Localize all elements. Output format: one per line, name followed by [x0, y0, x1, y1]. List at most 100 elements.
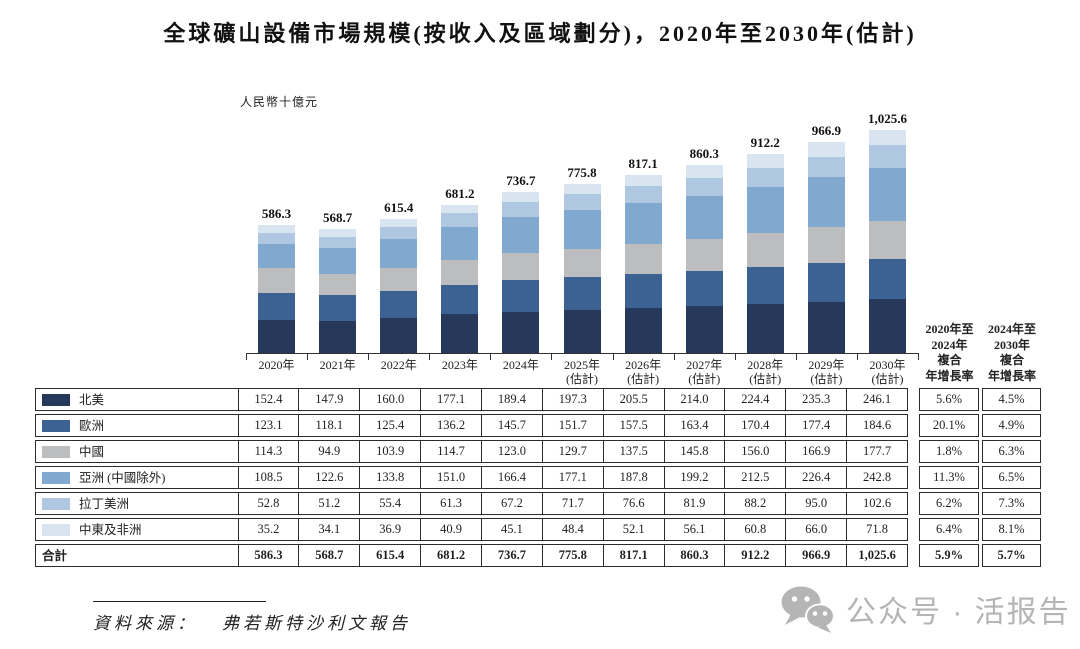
value-cell: 66.0 — [785, 519, 846, 540]
bar-segment-亞洲 (中國除外) — [685, 195, 723, 239]
table-row-歐洲: 歐洲 123.1 118.1 125.4 136.2 145.7 151.7 157.5 163… — [35, 414, 1041, 437]
cagr-header-2024-2030: 2024年至 2030年 複合 年增長率 — [981, 322, 1043, 384]
legend-cell: 歐洲 — [36, 415, 238, 436]
bar-group-2024年: 736.7 — [490, 98, 551, 353]
value-cell: 71.7 — [541, 493, 603, 514]
table-row-合計: 合計 586.3 568.7 615.4 681.2 736.7 775.8 817.1 860… — [35, 544, 1041, 567]
legend-label: 拉丁美洲 — [79, 496, 130, 511]
table-gap — [908, 518, 919, 541]
value-cell: 108.5 — [237, 467, 299, 488]
value-cell: 36.9 — [359, 519, 420, 540]
value-cell: 235.3 — [785, 389, 846, 410]
value-cell: 151.0 — [420, 467, 481, 488]
bar-stack — [319, 229, 357, 353]
bar-stack — [624, 174, 662, 353]
bar-segment-歐洲 — [868, 259, 906, 300]
table-gap — [908, 492, 919, 515]
value-cell: 224.4 — [724, 389, 785, 410]
bar-stack — [868, 129, 906, 353]
value-cell: 76.6 — [602, 493, 664, 514]
bar-stack — [441, 204, 479, 353]
bar-segment-中國 — [746, 233, 784, 268]
bar-segment-歐洲 — [258, 293, 296, 320]
value-cell: 133.8 — [359, 467, 420, 488]
source-name: 弗若斯特沙利文報告 — [222, 614, 411, 633]
value-cell: 114.3 — [237, 441, 299, 462]
bar-segment-北美 — [746, 304, 784, 353]
table-row-main: 中國 114.3 94.9 103.9 114.7 123.0 129.7 137.5 145.… — [35, 440, 908, 463]
bar-segment-中東及非洲 — [807, 142, 845, 157]
bar-segment-拉丁美洲 — [624, 186, 662, 204]
bar-segment-亞洲 (中國除外) — [868, 167, 906, 221]
table-row-亞洲 (中國除外): 亞洲 (中國除外) 108.5 122.6 133.8 151.0 166.4 177.1 1… — [35, 466, 1041, 489]
value-cell: 199.2 — [663, 467, 725, 488]
stacked-bar-chart: 586.3 568.7 615.4 681.2 736.7 775.8 817.1 860.3… — [246, 98, 918, 353]
value-cell: 48.4 — [541, 519, 603, 540]
value-cell: 187.8 — [602, 467, 664, 488]
bar-segment-中東及非洲 — [624, 174, 662, 187]
bar-stack — [258, 225, 296, 353]
table-row-main: 北美 152.4 147.9 160.0 177.1 189.4 197.3 205.5 214… — [35, 388, 908, 411]
table-row-中東及非洲: 中東及非洲 35.2 34.1 36.9 40.9 45.1 48.4 52.1 56.1 60.… — [35, 518, 1041, 541]
chart-title: 全球礦山設備市場規模(按收入及區域劃分)，2020年至2030年(估計) — [163, 21, 917, 46]
source-divider — [93, 601, 266, 602]
bar-group-2028年: 912.2 — [735, 98, 796, 353]
bar-segment-北美 — [319, 320, 357, 353]
cagr-header-line: 複合 — [999, 353, 1024, 367]
data-table: 北美 152.4 147.9 160.0 177.1 189.4 197.3 205.5 214… — [35, 388, 1041, 570]
bar-segment-中東及非洲 — [319, 229, 357, 237]
cagr-cell-2024-2030: 8.1% — [982, 518, 1041, 541]
value-cell: 60.8 — [724, 519, 785, 540]
value-cell: 88.2 — [724, 493, 785, 514]
bar-segment-中東及非洲 — [746, 154, 784, 168]
legend-cell: 北美 — [36, 389, 238, 410]
bar-group-2025年: 775.8 — [551, 98, 612, 353]
value-cell: 214.0 — [663, 389, 725, 410]
bar-segment-拉丁美洲 — [746, 167, 784, 187]
value-cell: 123.1 — [237, 415, 299, 436]
bar-group-2022年: 615.4 — [368, 98, 429, 353]
axis-tick — [735, 354, 736, 360]
table-gap — [908, 466, 919, 489]
value-cell: 242.8 — [846, 467, 907, 488]
value-cell: 246.1 — [846, 389, 907, 410]
bar-total-label: 966.9 — [811, 123, 842, 139]
bar-segment-拉丁美洲 — [258, 232, 296, 245]
cagr-cell-2024-2030: 4.9% — [982, 414, 1041, 437]
cagr-header-line: 2024年 — [931, 337, 968, 352]
value-cell: 52.8 — [237, 493, 299, 514]
bar-segment-中國 — [319, 274, 357, 296]
legend-cell: 中東及非洲 — [36, 519, 238, 540]
bar-total-label: 681.2 — [445, 185, 475, 201]
cagr-cell-2020-2024: 5.9% — [919, 544, 979, 567]
bar-group-2026年: 817.1 — [613, 98, 674, 353]
x-axis-label: 2023年 — [441, 358, 478, 372]
bar-segment-中國 — [441, 259, 479, 285]
value-cell: 125.4 — [359, 415, 420, 436]
cagr-header-line: 年增長率 — [987, 368, 1036, 383]
bar-segment-北美 — [868, 299, 906, 353]
value-cell: 586.3 — [237, 545, 299, 566]
axis-tick — [429, 354, 430, 360]
bar-segment-中國 — [502, 253, 540, 280]
bar-total-label: 860.3 — [689, 146, 719, 162]
value-cell: 177.4 — [785, 415, 846, 436]
value-cell: 166.4 — [480, 467, 542, 488]
value-cell: 103.9 — [359, 441, 420, 462]
value-cell: 51.2 — [298, 493, 359, 514]
bar-segment-北美 — [624, 308, 662, 353]
value-cell: 81.9 — [663, 493, 725, 514]
axis-tick — [796, 354, 797, 360]
bar-segment-北美 — [441, 314, 479, 353]
table-row-main: 中東及非洲 35.2 34.1 36.9 40.9 45.1 48.4 52.1 56.1 60.… — [35, 518, 908, 541]
x-axis-label: 2030年 (估計) — [869, 358, 906, 386]
bar-segment-北美 — [380, 318, 418, 353]
bar-group-2029年: 966.9 — [796, 98, 857, 353]
table-gap — [908, 440, 919, 463]
axis-tick — [674, 354, 675, 360]
bar-segment-中東及非洲 — [563, 183, 601, 195]
x-axis — [246, 353, 919, 360]
cagr-cell-2020-2024: 20.1% — [919, 414, 979, 437]
cagr-cell-2024-2030: 6.3% — [982, 440, 1041, 463]
axis-tick — [490, 354, 491, 360]
